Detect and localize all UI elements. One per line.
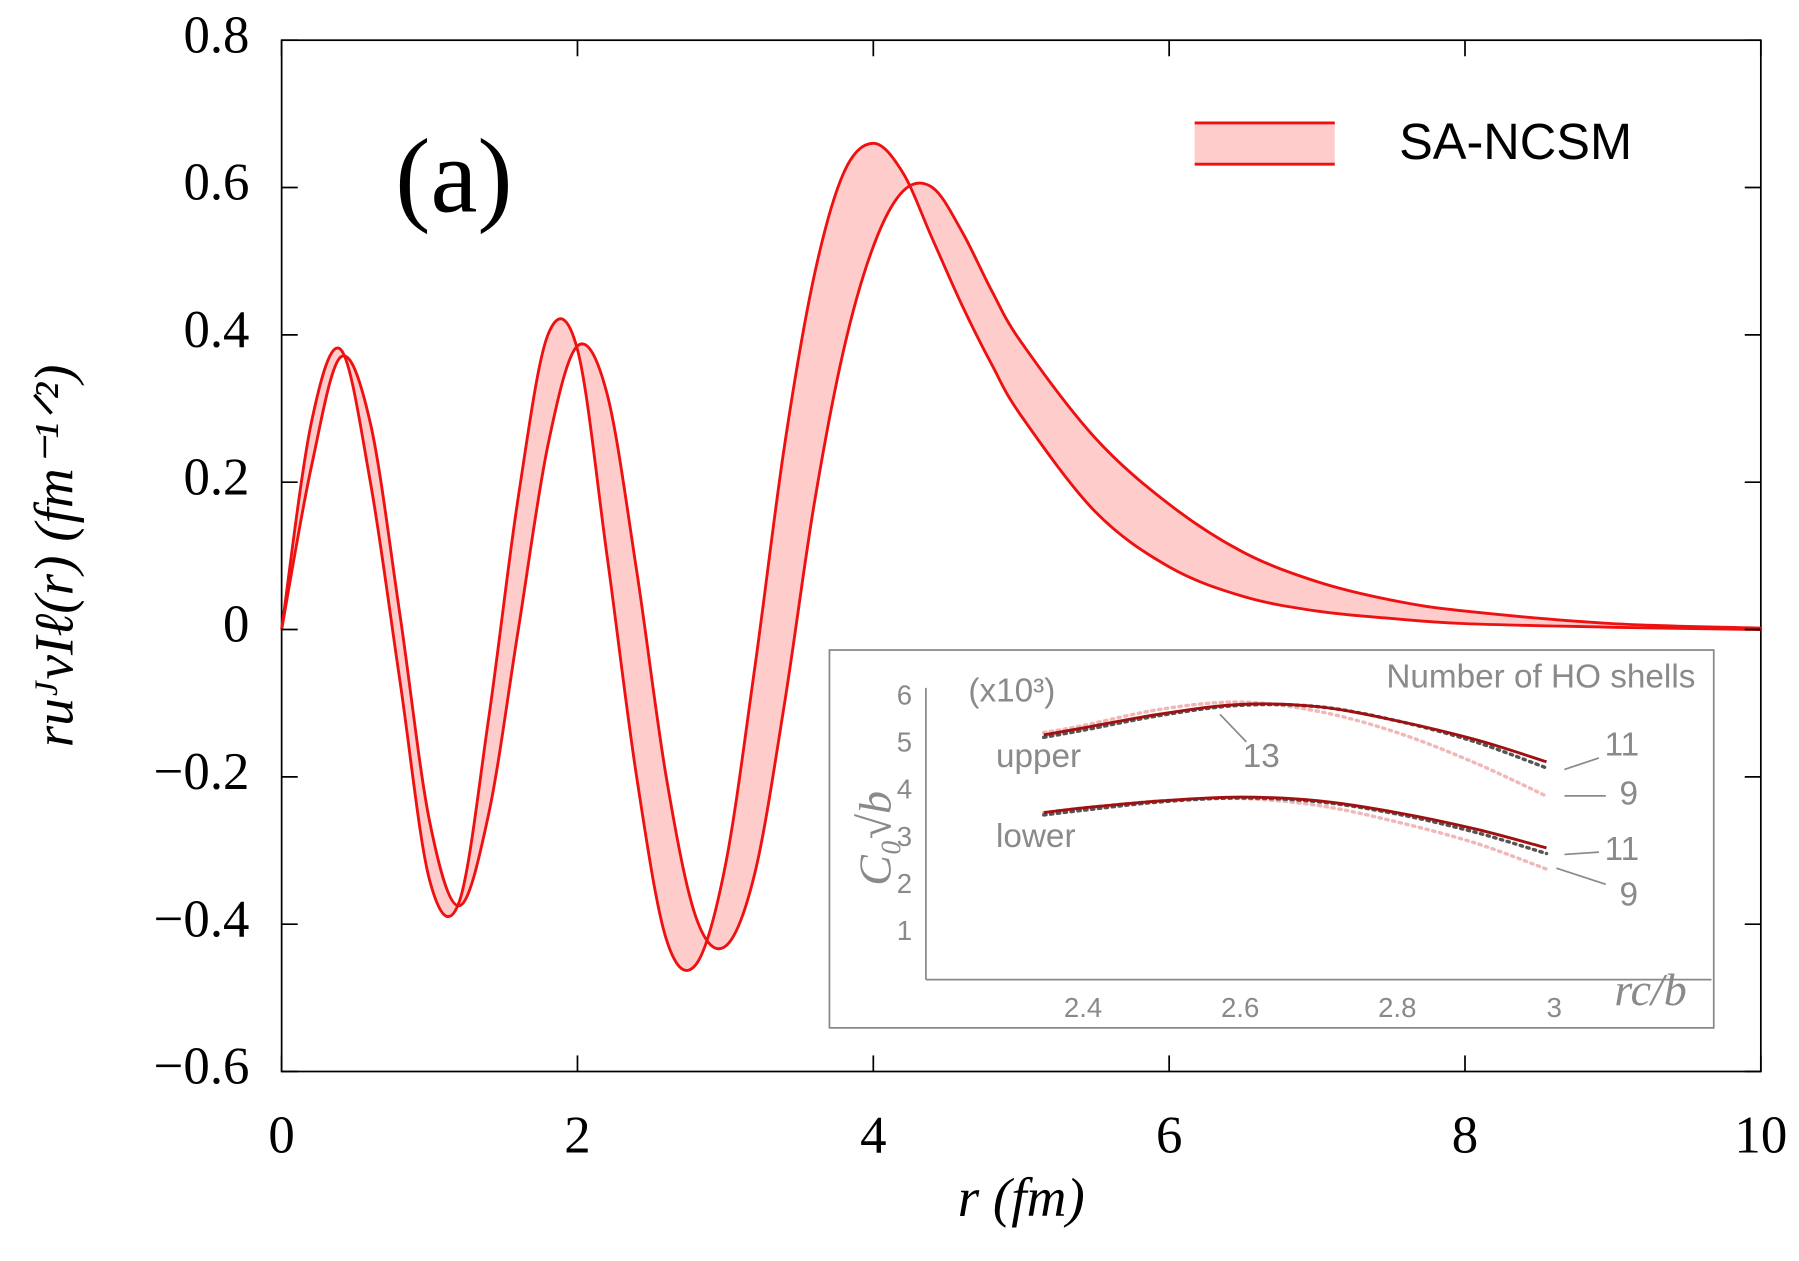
plot-content — [1042, 700, 1549, 871]
leader-line — [1219, 713, 1247, 743]
series-line — [1043, 702, 1547, 764]
y-tick-label: −0.6 — [154, 1038, 250, 1096]
inset-annotation: Number of HO shells — [1386, 659, 1695, 696]
inset-annotation: (x10³) — [968, 672, 1055, 709]
leader-line — [1564, 851, 1599, 856]
inset-annotation: upper — [996, 738, 1081, 775]
plot-frame — [280, 39, 1762, 1073]
inset-frame — [828, 649, 1715, 1029]
y-tick-label: −0.4 — [154, 890, 250, 948]
y-tick-label: 4 — [897, 774, 912, 805]
inset-annotation: lower — [996, 818, 1076, 855]
x-tick-label: 6 — [1156, 1107, 1182, 1165]
inset-annotation: 11 — [1605, 831, 1640, 868]
x-tick-label: 2.6 — [1221, 992, 1259, 1023]
y-axis-label: ruᴶνIℓ(r) (fm⁻¹ᐟ²) — [24, 364, 85, 747]
x-axis-label: r (fm) — [958, 1167, 1085, 1228]
y-tick-label: 0.6 — [183, 154, 249, 212]
plot-content — [280, 141, 1761, 972]
band-edge — [280, 141, 1761, 972]
x-tick-label: 0 — [268, 1107, 294, 1165]
y-tick-label: 6 — [897, 680, 912, 711]
y-tick-label: 0.8 — [183, 6, 249, 64]
y-tick-label: 0.2 — [183, 448, 249, 506]
series-line — [1043, 795, 1547, 850]
y-tick-label: 5 — [897, 727, 912, 758]
main-chart: (a) r (fm) ruᴶνIℓ(r) (fm⁻¹ᐟ²) SA-NCSM −0… — [24, 6, 1788, 1228]
x-tick-label: 8 — [1452, 1107, 1478, 1165]
inset-chart: Number of HO shells (x10³) upper lower 1… — [828, 649, 1715, 1029]
series-line — [1042, 796, 1549, 871]
y-tick-label: 1 — [897, 915, 912, 946]
band-fill — [281, 143, 1761, 971]
x-tick-label: 2.4 — [1064, 992, 1102, 1023]
panel-label: (a) — [395, 117, 512, 234]
leader-line — [1564, 757, 1600, 771]
legend-swatch — [1194, 122, 1335, 165]
leader-line — [1556, 867, 1607, 886]
series-line — [1042, 700, 1549, 798]
band-edge — [280, 181, 1761, 951]
x-tick-label: 3 — [1547, 992, 1562, 1023]
y-tick-label: 2 — [897, 868, 912, 899]
y-tick-label: 3 — [897, 821, 912, 852]
inset-y-label: C₀√b — [850, 791, 901, 886]
inset-x-label: rc/b — [1614, 964, 1686, 1015]
x-tick-label: 2.8 — [1378, 992, 1416, 1023]
inset-annotation: 9 — [1620, 776, 1639, 813]
inset-annotation: 13 — [1243, 738, 1280, 775]
inset-annotation: 11 — [1605, 726, 1640, 763]
inset-annotation: 9 — [1620, 877, 1639, 914]
x-tick-label: 10 — [1734, 1107, 1787, 1165]
y-tick-label: 0.4 — [183, 301, 249, 359]
x-tick-label: 4 — [860, 1107, 886, 1165]
x-tick-label: 2 — [564, 1107, 590, 1165]
y-tick-label: 0 — [223, 596, 249, 654]
legend-label: SA-NCSM — [1399, 113, 1632, 170]
y-tick-label: −0.2 — [154, 743, 250, 801]
